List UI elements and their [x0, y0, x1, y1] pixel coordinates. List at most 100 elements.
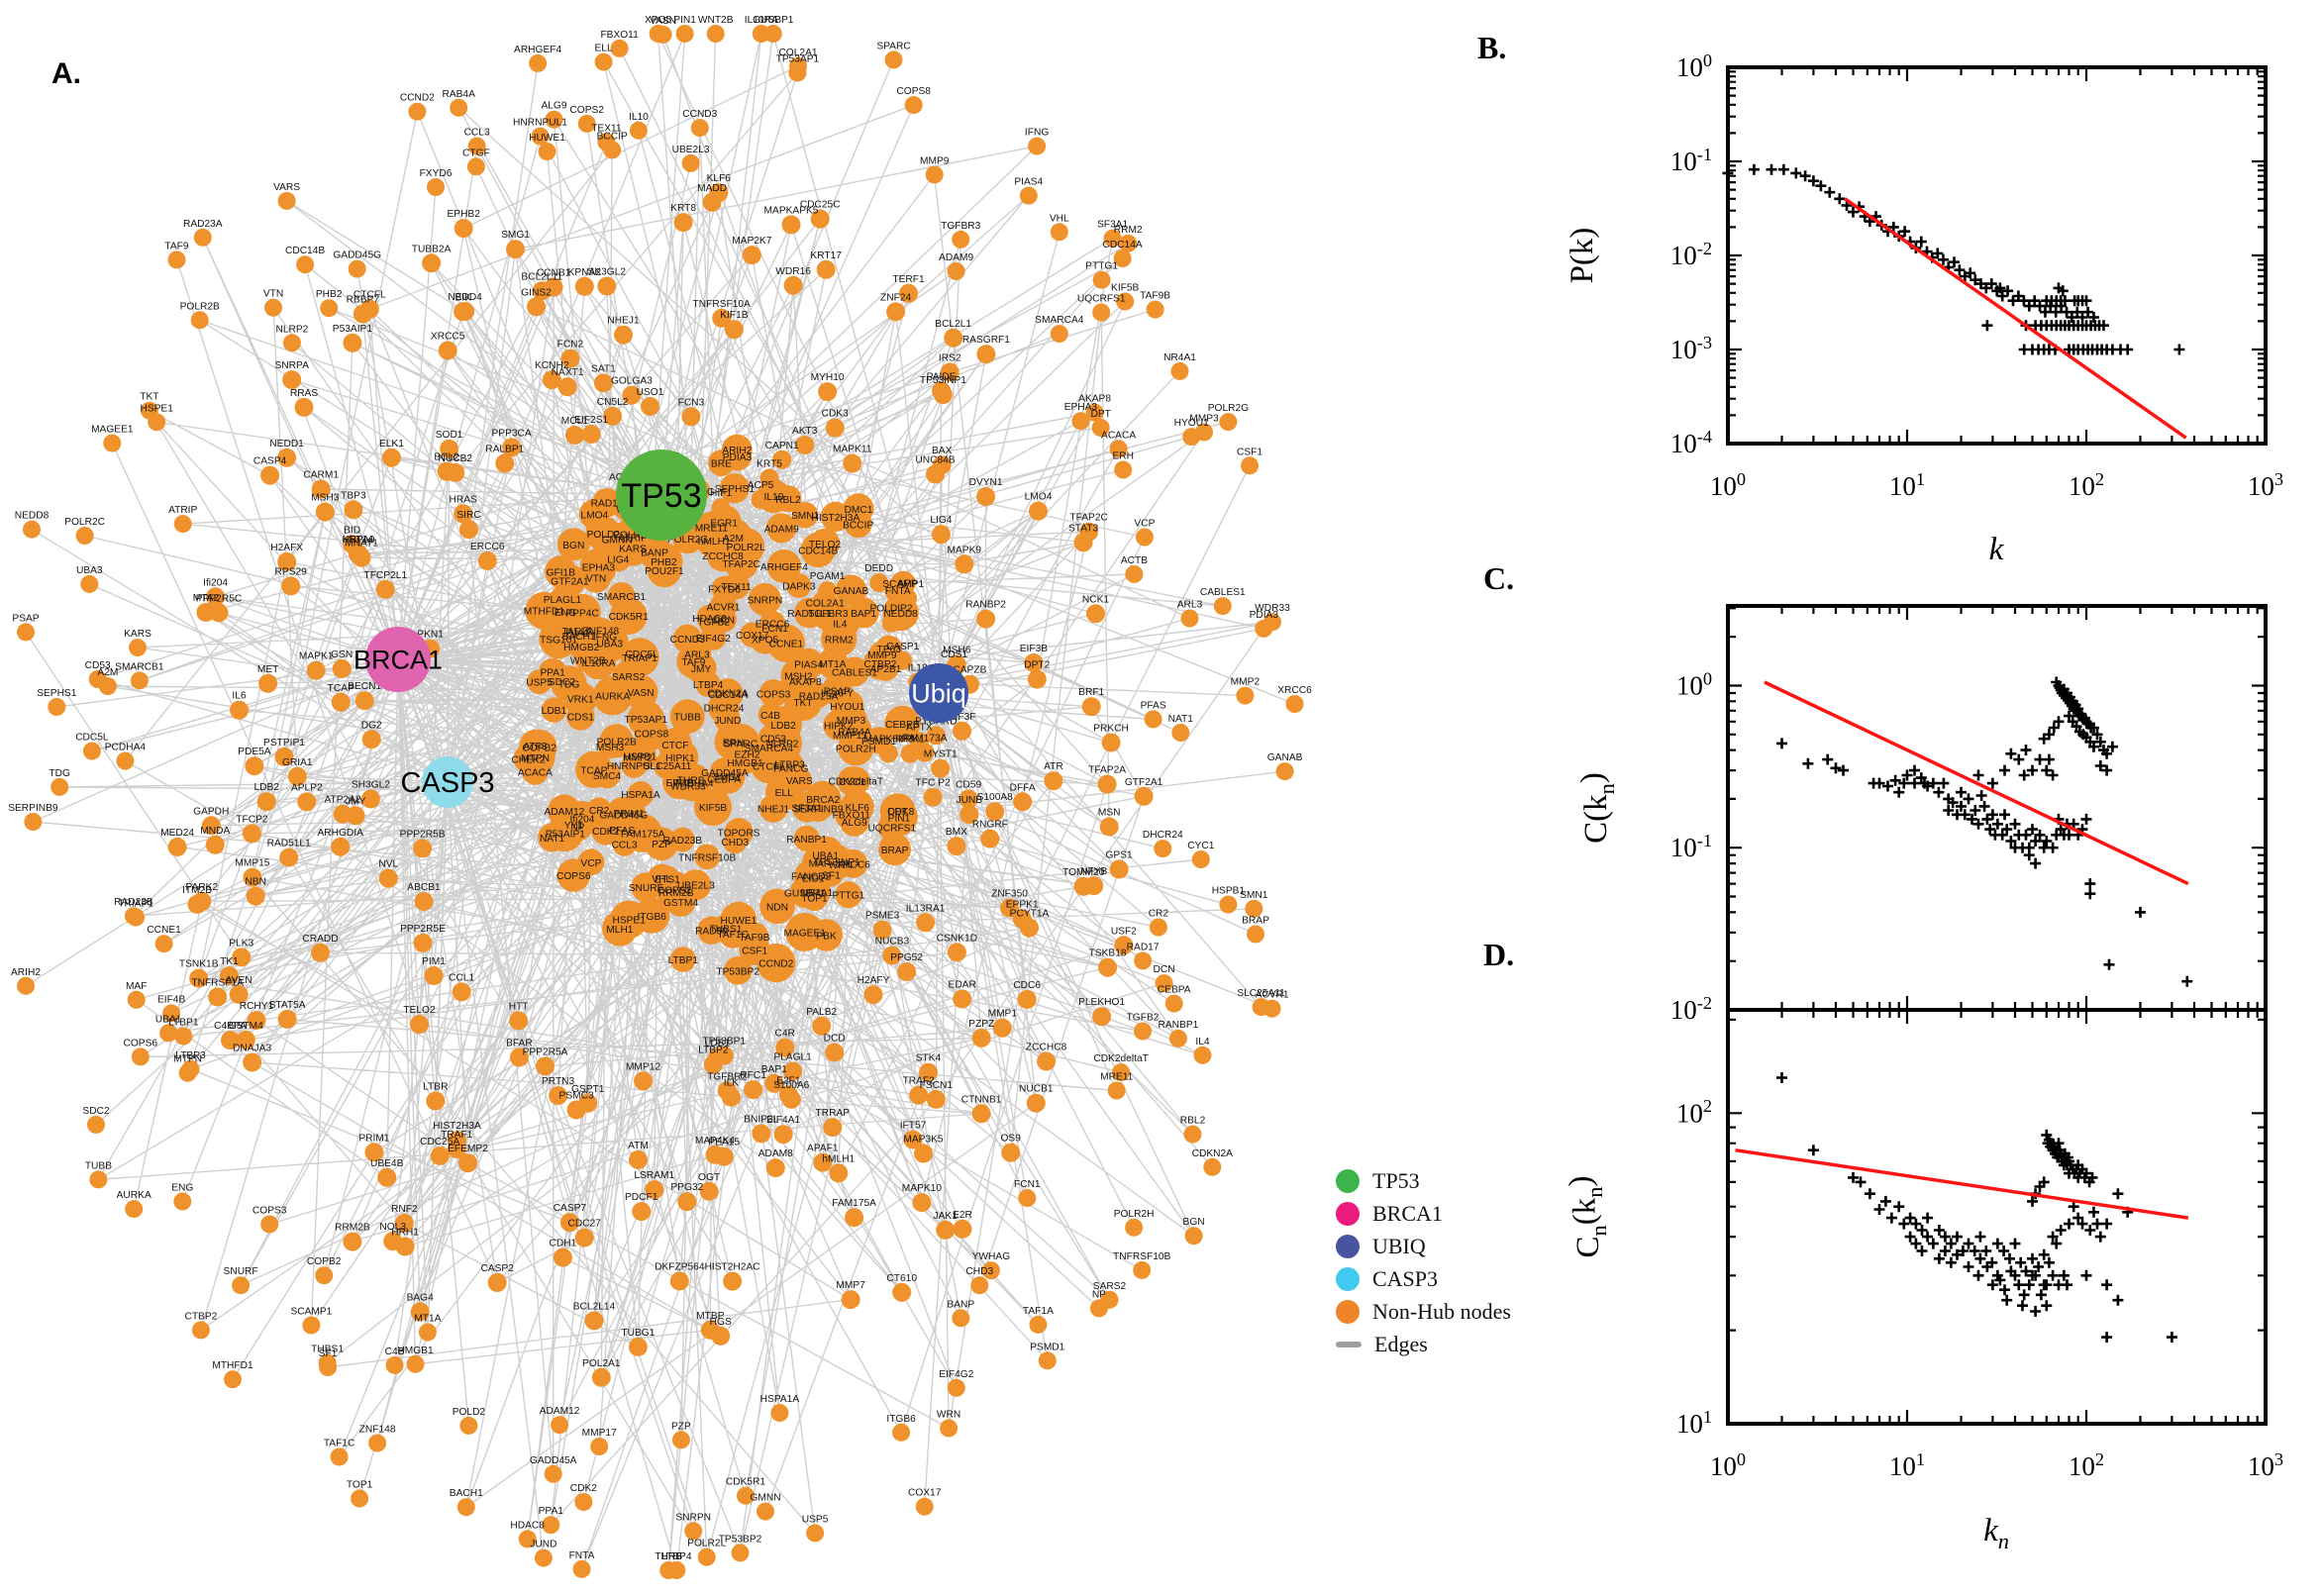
panel-letter-b: B. — [1477, 30, 1507, 65]
y-tick-label: 10-3 — [1670, 333, 1712, 364]
node-swatch-icon — [1336, 1168, 1360, 1193]
gene-label: GADD45A — [701, 768, 749, 779]
gene-label: KIF1B — [720, 310, 749, 321]
network-node — [427, 178, 445, 196]
network-node — [559, 1213, 579, 1233]
gene-label: ACVR1 — [1256, 990, 1289, 1001]
network-node — [661, 739, 699, 776]
gene-label: KRT5 — [757, 459, 782, 470]
network-node — [1013, 792, 1033, 812]
network-node — [829, 1163, 849, 1183]
gene-label: RAB4A — [838, 728, 871, 739]
network-node — [1071, 412, 1090, 431]
gene-label: CDK5R1 — [726, 1477, 766, 1488]
network-node — [424, 966, 444, 985]
gene-label: EIF2S1 — [574, 415, 608, 426]
gene-label: SNRPA — [275, 360, 310, 371]
gene-label: MAF — [126, 981, 148, 992]
network-node — [189, 968, 209, 988]
network-node — [758, 679, 788, 708]
network-node — [603, 141, 622, 159]
gene-label: SMN1 — [1240, 890, 1268, 901]
gene-label: SAT1 — [591, 363, 616, 374]
network-node — [277, 1009, 297, 1029]
gene-label: LDB2 — [770, 721, 796, 732]
network-node — [925, 165, 944, 184]
gene-label: TEX11 — [721, 582, 752, 593]
gene-label: NBN — [245, 877, 266, 888]
network-node — [1125, 1218, 1144, 1237]
network-node — [129, 639, 147, 657]
network-node — [863, 985, 883, 1005]
network-node — [992, 1018, 1012, 1038]
network-node — [960, 805, 979, 825]
network-node — [556, 808, 591, 842]
gene-label: PPP2R5B — [400, 829, 446, 840]
gene-label: PLEKHO1 — [1078, 997, 1125, 1008]
gene-label: FANCG — [773, 764, 808, 775]
gene-label: MAF — [809, 858, 831, 869]
network-node — [748, 583, 781, 616]
network-node — [566, 702, 595, 731]
network-node — [759, 468, 779, 488]
network-node — [1020, 918, 1039, 938]
network-node — [711, 606, 737, 633]
network-node — [205, 835, 225, 854]
gene-label: VHL — [1050, 213, 1069, 224]
gene-label: IL18 — [908, 663, 928, 674]
gene-label: TAF9B — [1140, 291, 1170, 302]
gene-label: NLRP2 — [766, 740, 799, 750]
network-node — [406, 1354, 425, 1373]
gene-label: PALB2 — [806, 1007, 837, 1018]
gene-label: PIN1 — [673, 15, 696, 26]
network-node — [806, 682, 832, 709]
gene-label: TCAP — [580, 765, 607, 776]
gene-label: NUCB2 — [439, 453, 473, 464]
network-node — [531, 127, 550, 146]
gene-label: ETS1 — [655, 874, 680, 885]
network-node — [274, 747, 294, 766]
network-node — [669, 1271, 689, 1291]
gene-label: HUWE1 — [721, 916, 758, 927]
network-node — [581, 562, 611, 593]
gene-label: C4R — [775, 1029, 795, 1040]
x-tick-label: 102 — [2069, 1449, 2104, 1481]
network-node — [1219, 413, 1238, 432]
network-node — [315, 502, 335, 522]
gene-label: PIN1 — [888, 813, 911, 824]
network-node — [229, 984, 249, 1004]
gene-label: IL10RA — [745, 15, 778, 26]
gene-label: TSNK1B — [179, 959, 219, 970]
network-node — [591, 1367, 611, 1387]
gene-label: PSME3 — [865, 911, 900, 922]
gene-label: WRN — [937, 1410, 960, 1421]
network-node — [719, 473, 751, 504]
gene-label: PSMC3 — [559, 1091, 594, 1102]
network-node — [232, 1276, 251, 1295]
network-node — [933, 385, 953, 405]
gene-label: UBE4B — [370, 1158, 404, 1169]
gene-label: POLD2 — [587, 530, 621, 541]
network-node — [1050, 223, 1068, 242]
gene-label: NVL — [378, 859, 398, 870]
y-tick-label: 101 — [1676, 1407, 1712, 1439]
network-node — [835, 574, 867, 606]
network-node — [320, 299, 339, 318]
network-node — [1171, 724, 1190, 742]
gene-label: CCL3 — [464, 128, 490, 139]
network-node — [1146, 300, 1164, 319]
gene-label: BCCIP — [843, 520, 873, 531]
network-node — [467, 137, 486, 155]
gene-label: CCNB1 — [537, 268, 571, 279]
gene-label: CTBP2 — [184, 1311, 217, 1322]
network-node — [518, 1530, 537, 1548]
network-node — [1195, 423, 1213, 442]
gene-label: ARL3 — [684, 650, 710, 661]
gene-label: UBA3 — [596, 640, 623, 650]
gene-label: BRCA2 — [806, 795, 840, 806]
gene-label: WDR16 — [775, 266, 811, 277]
gene-label: CDS1 — [567, 712, 595, 723]
network-node — [1037, 1051, 1057, 1071]
gene-label: MAGEE1 — [91, 425, 134, 436]
gene-label: HRAS — [450, 494, 478, 505]
